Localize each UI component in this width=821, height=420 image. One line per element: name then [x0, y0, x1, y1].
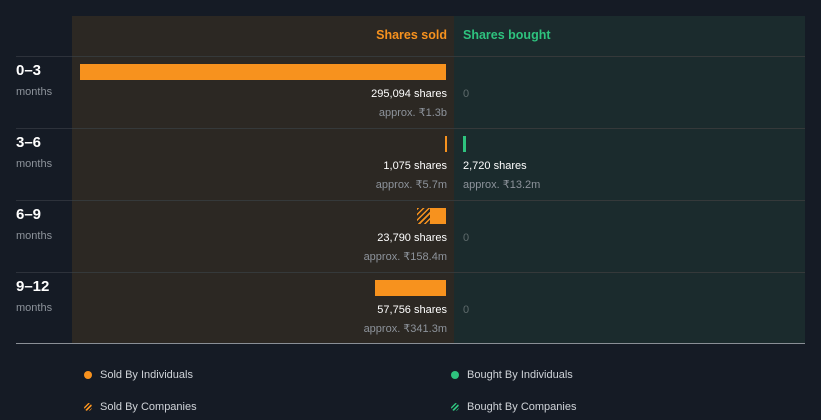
sold-approx-value: approx. ₹341.3m — [363, 323, 447, 335]
sold-shares-value: 295,094 shares — [371, 88, 447, 100]
period-unit: months — [16, 86, 53, 98]
legend-label: Sold By Companies — [100, 401, 197, 413]
sold-individuals-dot-icon — [84, 371, 92, 379]
sold-approx-value: approx. ₹158.4m — [363, 251, 447, 263]
bought-shares-value: 0 — [463, 304, 470, 316]
shares-bought-header: Shares bought — [463, 28, 551, 42]
period-row-9-12: 9–12 months 57,756 shares approx. ₹341.3… — [0, 272, 821, 344]
bought-approx-value: approx. ₹13.2m — [463, 179, 541, 191]
legend-bought-individuals[interactable]: Bought By Individuals — [451, 369, 573, 381]
sold-individuals-bar[interactable] — [430, 208, 446, 224]
sold-individuals-bar[interactable] — [80, 64, 446, 80]
bought-individuals-dot-icon — [451, 371, 459, 379]
row-divider — [16, 200, 805, 201]
period-row-3-6: 3–6 months 1,075 shares approx. ₹5.7m 2,… — [0, 128, 821, 200]
sold-shares-value: 1,075 shares — [383, 160, 447, 172]
period-unit: months — [16, 158, 53, 170]
period-row-6-9: 6–9 months 23,790 shares approx. ₹158.4m… — [0, 200, 821, 272]
period-label: 6–9 — [16, 206, 42, 223]
legend-bought-companies[interactable]: Bought By Companies — [451, 401, 576, 413]
sold-companies-bar[interactable] — [417, 208, 430, 224]
bought-shares-value: 0 — [463, 232, 470, 244]
period-label: 9–12 — [16, 278, 50, 295]
period-unit: months — [16, 230, 53, 242]
sold-approx-value: approx. ₹5.7m — [375, 179, 447, 191]
period-row-0-3: 0–3 months 295,094 shares approx. ₹1.3b … — [0, 56, 821, 128]
shares-sold-header: Shares sold — [376, 28, 447, 42]
legend-label: Bought By Individuals — [467, 369, 573, 381]
bought-companies-hatch-icon — [451, 403, 459, 411]
legend-label: Sold By Individuals — [100, 369, 193, 381]
sold-approx-value: approx. ₹1.3b — [378, 107, 447, 119]
sold-shares-value: 57,756 shares — [377, 304, 447, 316]
period-label: 3–6 — [16, 134, 42, 151]
legend-sold-companies[interactable]: Sold By Companies — [84, 401, 197, 413]
legend-sold-individuals[interactable]: Sold By Individuals — [84, 369, 193, 381]
sold-companies-hatch-icon — [84, 403, 92, 411]
bought-panel — [454, 16, 805, 343]
sold-individuals-bar[interactable] — [445, 136, 447, 152]
baseline — [16, 343, 805, 344]
bought-shares-value: 0 — [463, 88, 470, 100]
sold-individuals-bar[interactable] — [375, 280, 446, 296]
legend-label: Bought By Companies — [467, 401, 577, 413]
sold-shares-value: 23,790 shares — [377, 232, 447, 244]
period-label: 0–3 — [16, 62, 42, 79]
row-divider — [16, 272, 805, 273]
row-divider — [16, 56, 805, 57]
row-divider — [16, 128, 805, 129]
bought-shares-value: 2,720 shares — [463, 160, 527, 172]
bought-individuals-bar[interactable] — [463, 136, 466, 152]
period-unit: months — [16, 302, 53, 314]
